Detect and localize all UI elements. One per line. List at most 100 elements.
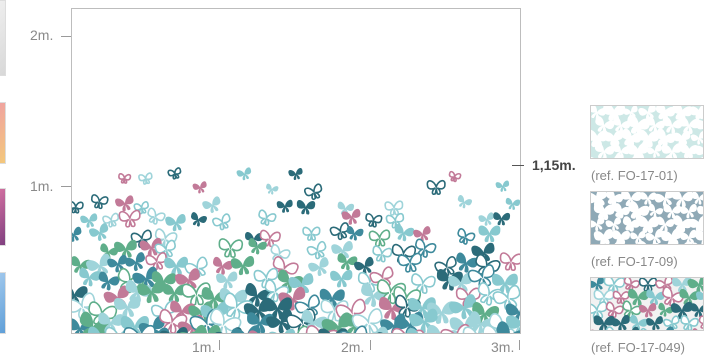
- left-thumbnail-3[interactable]: [0, 188, 6, 246]
- reference-label-fo-17-049[interactable]: (ref. FO-17-049): [591, 340, 685, 355]
- thumb-butterfly: [672, 278, 692, 293]
- butterfly-mark: [72, 256, 92, 275]
- left-thumbnail-strip: [0, 0, 6, 362]
- thumb-butterfly: [606, 192, 624, 206]
- thumb-butterfly: [662, 315, 680, 330]
- reference-label-fo-17-01[interactable]: (ref. FO-17-01): [591, 168, 678, 183]
- butterfly-mark: [167, 167, 182, 180]
- butterfly-mark: [478, 212, 494, 226]
- butterfly-mark: [79, 267, 101, 287]
- butterfly-mark: [496, 321, 520, 333]
- thumb-butterfly: [690, 131, 703, 145]
- butterfly-mark: [72, 284, 88, 306]
- thumb-butterfly: [694, 141, 703, 158]
- butterfly-mark: [90, 194, 109, 210]
- thumb-butterfly: [680, 314, 699, 330]
- thumb-butterfly: [658, 302, 674, 317]
- butterfly-mark: [248, 238, 267, 255]
- thumb-butterfly: [656, 216, 675, 232]
- thumb-butterfly: [591, 106, 607, 120]
- butterfly-mark: [86, 253, 111, 277]
- butterfly-mark: [191, 212, 207, 227]
- butterfly-mark: [72, 226, 82, 242]
- thumb-butterfly: [662, 116, 683, 134]
- thumb-butterfly: [679, 229, 697, 244]
- butterfly-mark: [505, 301, 520, 324]
- butterfly-mark: [394, 223, 415, 242]
- thumb-butterfly: [695, 228, 703, 244]
- butterfly-mark: [288, 273, 314, 295]
- butterfly-mark: [174, 268, 200, 291]
- butterfly-mark: [329, 222, 350, 241]
- thumb-butterfly: [603, 278, 626, 294]
- butterfly-mark: [266, 183, 279, 195]
- butterfly-mark: [499, 252, 520, 271]
- thumb-butterfly: [653, 192, 675, 208]
- butterfly-mark: [137, 280, 165, 303]
- x-tick-1m: [219, 340, 220, 350]
- thumb-butterfly: [646, 144, 662, 158]
- thumb-butterfly: [628, 288, 649, 306]
- thumb-butterfly: [591, 192, 607, 208]
- thumb-butterfly: [621, 192, 642, 207]
- butterfly-mark: [457, 228, 476, 245]
- reference-thumbnail-fo-17-09[interactable]: [590, 191, 704, 245]
- x-label-1m: 1m.: [192, 339, 216, 355]
- butterfly-mark: [346, 226, 364, 241]
- butterfly-mark: [213, 256, 234, 275]
- thumb-butterfly: [672, 130, 691, 146]
- thumb-butterfly: [661, 143, 682, 158]
- butterfly-mark: [154, 239, 176, 259]
- thumb-butterfly: [662, 286, 685, 308]
- thumb-butterfly: [655, 106, 676, 121]
- butterfly-pattern-thumb: [591, 106, 703, 158]
- reference-thumbnail-fo-17-049[interactable]: [590, 277, 704, 331]
- butterfly-mark: [133, 201, 149, 215]
- thumb-butterfly: [638, 303, 657, 318]
- butterfly-mark: [258, 209, 277, 226]
- thumb-butterfly: [623, 278, 640, 292]
- butterfly-mark: [304, 183, 323, 201]
- butterfly-mark: [192, 181, 207, 194]
- reference-thumbnail-fo-17-01[interactable]: [590, 105, 704, 159]
- butterfly-mark: [308, 257, 329, 277]
- butterfly-mark: [89, 223, 109, 241]
- butterfly-mark: [361, 283, 388, 308]
- butterfly-mark: [164, 256, 188, 276]
- butterfly-mark: [247, 312, 274, 333]
- left-thumbnail-1[interactable]: [0, 0, 6, 76]
- butterfly-mark: [448, 272, 473, 294]
- butterfly-mark: [102, 212, 120, 228]
- reference-label-fo-17-09[interactable]: (ref. FO-17-09): [591, 254, 678, 269]
- thumb-butterfly: [591, 216, 605, 232]
- thumb-butterfly: [613, 116, 631, 133]
- y-tick-2m: [61, 36, 71, 37]
- butterfly-mark: [493, 212, 511, 226]
- left-thumbnail-2[interactable]: [0, 102, 6, 164]
- thumb-butterfly: [629, 314, 648, 330]
- thumb-butterfly: [639, 192, 657, 205]
- butterfly-mark: [98, 271, 120, 291]
- thumb-butterfly: [591, 278, 605, 292]
- butterfly-mark: [123, 324, 156, 333]
- thumb-butterfly: [645, 228, 664, 244]
- y-tick-1m: [61, 186, 71, 187]
- butterfly-mark: [218, 238, 244, 258]
- butterfly-mark: [212, 213, 231, 231]
- butterfly-mark: [132, 266, 158, 290]
- butterfly-mark: [372, 245, 393, 263]
- x-label-3m: 3m.: [491, 339, 515, 355]
- butterfly-mark: [397, 252, 422, 273]
- butterfly-mark: [385, 212, 405, 229]
- y-label-2m: 2m.: [30, 27, 54, 43]
- butterfly-pattern-thumb: [591, 192, 703, 244]
- thumb-butterfly: [605, 216, 622, 231]
- butterfly-mark: [245, 232, 264, 247]
- butterfly-mark: [118, 173, 132, 184]
- butterfly-mark: [478, 225, 501, 243]
- thumb-butterfly: [630, 231, 646, 244]
- thumb-butterfly: [646, 316, 663, 330]
- thumb-butterfly: [593, 202, 616, 221]
- thumb-butterfly: [627, 115, 651, 136]
- left-thumbnail-4[interactable]: [0, 272, 6, 334]
